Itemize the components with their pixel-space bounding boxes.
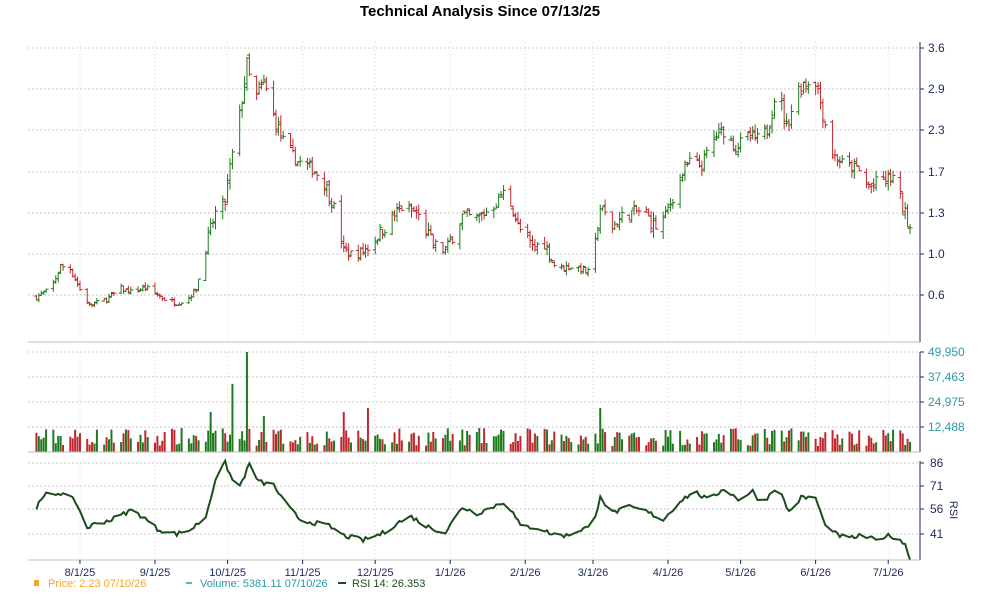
volume-series xyxy=(35,352,911,452)
x-tick-label: 7/1/26 xyxy=(873,567,904,579)
x-tick-label: 4/1/26 xyxy=(653,567,684,579)
chart-title: Technical Analysis Since 07/13/25 xyxy=(360,3,600,20)
rsi-tick-label: 41 xyxy=(930,527,944,541)
tick-labels: 3.6 2.9 2.3 1.7 1.3 1.0 0.6 49,950 37,463 24,975 1… xyxy=(65,41,965,579)
x-tick-label: 10/1/25 xyxy=(209,567,246,579)
legend-label: Price: 2.23 07/10/26 xyxy=(48,578,146,590)
price-tick-label: 1.3 xyxy=(928,206,945,220)
rsi-tick-label: 71 xyxy=(930,479,944,493)
volume-tick-label: 49,950 xyxy=(928,345,965,359)
rsi-grid xyxy=(28,462,920,535)
price-tick-label: 2.9 xyxy=(928,82,945,96)
x-tick-label: 9/1/25 xyxy=(140,567,171,579)
legend-label: RSI 14: 26.353 xyxy=(352,578,425,590)
rsi-tick-label: 86 xyxy=(930,456,944,470)
x-tick-label: 6/1/26 xyxy=(800,567,831,579)
x-tick-label: 5/1/26 xyxy=(725,567,756,579)
axes xyxy=(28,42,924,564)
x-tick-label: 3/1/26 xyxy=(578,567,609,579)
x-tick-label: 2/1/26 xyxy=(510,567,541,579)
price-tick-label: 1.0 xyxy=(928,247,945,261)
price-tick-label: 1.7 xyxy=(928,165,945,179)
volume-tick-label: 37,463 xyxy=(928,370,965,384)
x-tick-label: 12/1/25 xyxy=(357,567,394,579)
volume-tick-label: 12,488 xyxy=(928,420,965,434)
price-grid xyxy=(28,42,920,560)
price-tick-label: 0.6 xyxy=(928,288,945,302)
legend-price-marker xyxy=(34,580,39,586)
x-tick-label: 8/1/25 xyxy=(65,567,96,579)
legend-label: Volume: 5381.11 07/10/26 xyxy=(200,578,328,590)
rsi-tick-label: 56 xyxy=(930,502,944,516)
price-tick-label: 2.3 xyxy=(928,123,945,137)
rsi-axis-label: RSI xyxy=(947,501,959,519)
price-ohlc-series xyxy=(33,53,913,308)
x-tick-label: 1/1/26 xyxy=(435,567,466,579)
rsi-series xyxy=(35,458,911,561)
legend: Price: 2.23 07/10/26 Volume: 5381.11 07/1… xyxy=(34,578,425,590)
volume-grid xyxy=(28,351,920,428)
x-tick-label: 11/1/25 xyxy=(285,567,321,579)
price-tick-label: 3.6 xyxy=(928,41,945,55)
rsi-line xyxy=(35,458,911,561)
volume-tick-label: 24,975 xyxy=(928,395,965,409)
